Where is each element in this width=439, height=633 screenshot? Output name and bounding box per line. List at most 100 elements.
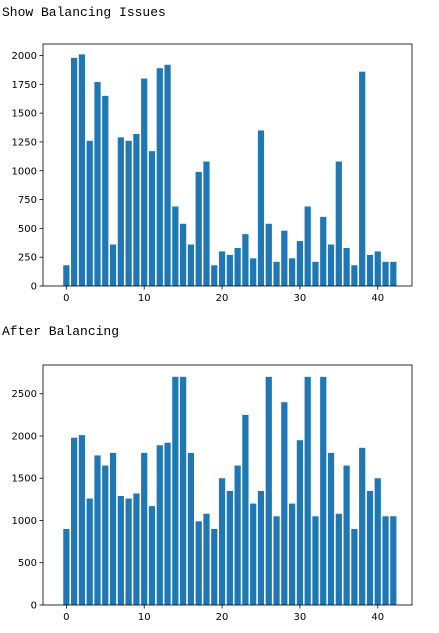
bar <box>226 254 233 286</box>
y-tick-label: 500 <box>18 224 37 235</box>
bar <box>320 216 327 286</box>
bar <box>281 230 288 286</box>
bar <box>218 251 226 286</box>
bar <box>125 498 132 605</box>
bar <box>296 440 304 605</box>
y-tick-label: 500 <box>18 558 37 569</box>
x-tick-label: 40 <box>371 612 384 623</box>
bar <box>335 161 342 286</box>
bar <box>312 261 319 286</box>
bar <box>289 503 296 605</box>
bar <box>63 528 70 605</box>
bar <box>94 82 101 286</box>
bar <box>117 495 124 605</box>
bar <box>351 265 358 286</box>
x-tick-label: 30 <box>294 293 307 304</box>
bar <box>180 376 187 605</box>
bar <box>335 513 342 605</box>
cell-output-label-after-balancing: After Balancing <box>2 324 120 339</box>
y-tick-label: 1500 <box>12 474 37 485</box>
bar <box>141 78 148 286</box>
bar <box>320 376 327 605</box>
bar <box>148 151 156 286</box>
bar <box>125 140 132 286</box>
bar <box>359 71 366 286</box>
y-tick-label: 1500 <box>12 109 37 120</box>
bar <box>351 528 358 605</box>
bar <box>250 258 257 286</box>
bar <box>211 265 218 286</box>
y-tick-label: 1250 <box>12 137 37 148</box>
bar <box>257 130 265 286</box>
axes-frame <box>42 43 413 287</box>
bar <box>195 521 202 605</box>
bar <box>250 503 257 605</box>
bar <box>117 137 124 286</box>
bar <box>327 244 335 286</box>
bar <box>180 223 187 286</box>
x-tick-label: 10 <box>138 612 151 623</box>
cell-output-label-show-balancing-issues: Show Balancing Issues <box>2 5 166 20</box>
bar <box>109 244 117 286</box>
y-tick-label: 750 <box>18 195 37 206</box>
bar <box>304 206 311 286</box>
bar <box>234 247 241 286</box>
y-tick-label: 1000 <box>12 516 37 527</box>
bar <box>242 414 249 605</box>
bar <box>304 376 311 605</box>
bar <box>94 455 101 605</box>
bar <box>226 490 233 605</box>
bar <box>281 402 288 605</box>
bar <box>172 206 179 286</box>
y-tick-label: 2000 <box>12 431 37 442</box>
bar <box>374 251 381 286</box>
x-tick-label: 20 <box>216 293 229 304</box>
x-tick-label: 30 <box>294 612 307 623</box>
x-tick-label: 40 <box>371 293 384 304</box>
bar <box>390 516 397 605</box>
y-tick-label: 1750 <box>12 80 37 91</box>
bar <box>327 452 335 605</box>
bar <box>382 516 389 605</box>
bar <box>242 234 249 286</box>
bar <box>86 140 93 286</box>
bar <box>78 435 86 605</box>
bar <box>133 493 140 605</box>
bar <box>273 261 280 286</box>
bar <box>187 244 195 286</box>
bar <box>273 516 280 605</box>
y-tick-label: 0 <box>31 601 37 612</box>
y-tick-label: 1000 <box>12 166 37 177</box>
x-tick-label: 0 <box>63 612 69 623</box>
bar <box>156 445 163 605</box>
bar <box>187 452 195 605</box>
x-tick-label: 20 <box>216 612 229 623</box>
bar <box>102 95 109 286</box>
bar <box>343 465 350 605</box>
bar <box>366 254 374 286</box>
bar <box>296 241 304 286</box>
bar <box>71 57 78 286</box>
bar <box>289 258 296 286</box>
bar <box>265 223 272 286</box>
bar <box>109 452 117 605</box>
y-tick-label: 2500 <box>12 389 37 400</box>
bar <box>265 376 272 605</box>
y-tick-label: 250 <box>18 253 37 264</box>
bar <box>382 261 389 286</box>
bar <box>86 498 93 605</box>
bar-chart-before-balancing: 0 10 20 30 40 0 250 500 750 1000 1250 1500 1750 2000 <box>12 43 413 304</box>
bar <box>257 490 265 605</box>
bar <box>390 261 397 286</box>
bar <box>359 447 366 605</box>
bar <box>63 265 70 286</box>
bar <box>133 133 140 286</box>
bar <box>234 465 241 605</box>
bar <box>366 490 374 605</box>
axes-frame <box>42 364 413 606</box>
bar <box>374 478 381 605</box>
bar <box>211 528 218 605</box>
x-tick-label: 10 <box>138 293 151 304</box>
y-tick-label: 2000 <box>12 51 37 62</box>
